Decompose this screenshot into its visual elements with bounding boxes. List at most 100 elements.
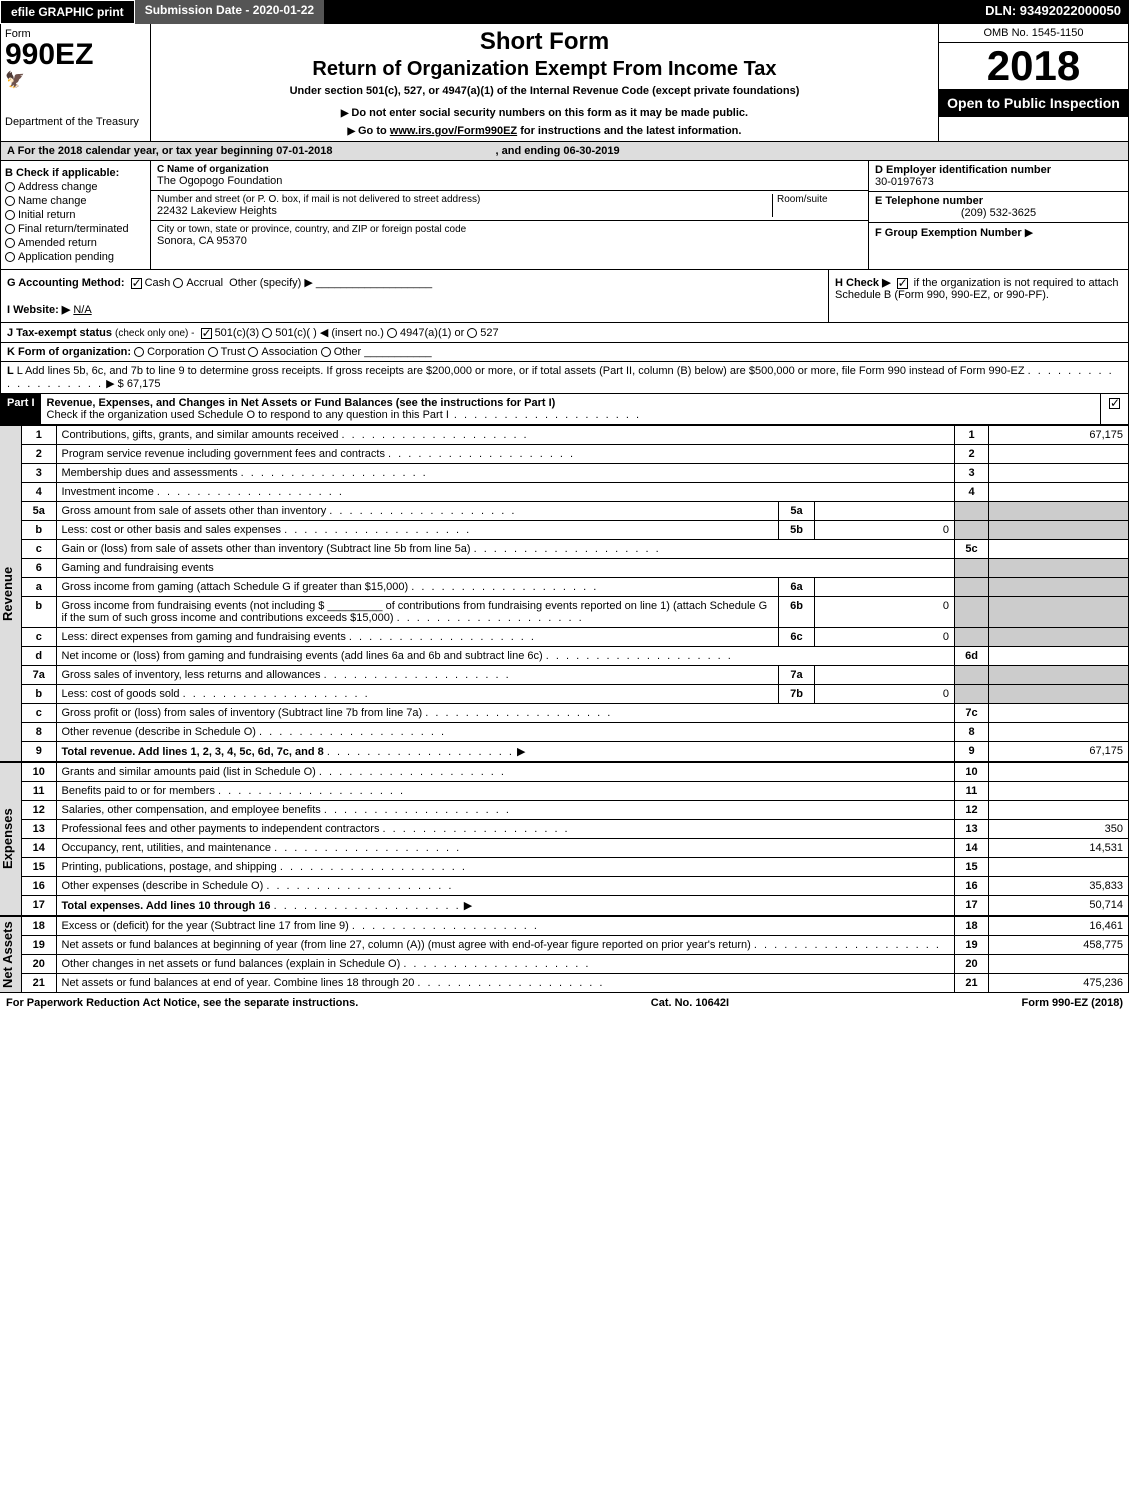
box-b-title: B Check if applicable: — [5, 167, 146, 179]
chk-501c3[interactable] — [201, 328, 212, 339]
line-row: 3Membership dues and assessments 3 — [22, 464, 1129, 483]
line-row: 8Other revenue (describe in Schedule O) … — [22, 723, 1129, 742]
line-row: bGross income from fundraising events (n… — [22, 597, 1129, 628]
part1-header: Part I Revenue, Expenses, and Changes in… — [0, 394, 1129, 425]
chk-amended[interactable]: Amended return — [5, 237, 146, 249]
line-row: 9Total revenue. Add lines 1, 2, 3, 4, 5c… — [22, 742, 1129, 762]
submission-date: Submission Date - 2020-01-22 — [135, 0, 324, 24]
chk-assoc[interactable] — [248, 347, 258, 357]
city-state-zip: Sonora, CA 95370 — [157, 235, 862, 247]
chk-name[interactable]: Name change — [5, 195, 146, 207]
chk-h[interactable] — [897, 278, 908, 289]
chk-trust[interactable] — [208, 347, 218, 357]
chk-corp[interactable] — [134, 347, 144, 357]
group-label: F Group Exemption Number — [875, 227, 1022, 239]
footer-center: Cat. No. 10642I — [651, 997, 729, 1009]
i-label: I Website: ▶ — [7, 304, 70, 316]
ein-value: 30-0197673 — [875, 176, 934, 188]
tax-year: 2018 — [939, 43, 1128, 89]
line-row: 12Salaries, other compensation, and empl… — [22, 801, 1129, 820]
netassets-section: Net Assets 18Excess or (deficit) for the… — [0, 916, 1129, 993]
dept-treasury: Department of the Treasury — [5, 116, 146, 128]
chk-4947[interactable] — [387, 328, 397, 338]
chk-other[interactable] — [321, 347, 331, 357]
line-row: 20Other changes in net assets or fund ba… — [22, 955, 1129, 974]
phone-value: (209) 532-3625 — [875, 207, 1122, 219]
chk-527[interactable] — [467, 328, 477, 338]
city-label: City or town, state or province, country… — [157, 224, 862, 235]
line-row: 1Contributions, gifts, grants, and simil… — [22, 426, 1129, 445]
line-row: 14Occupancy, rent, utilities, and mainte… — [22, 839, 1129, 858]
goto-link[interactable]: www.irs.gov/Form990EZ — [390, 125, 517, 137]
page-footer: For Paperwork Reduction Act Notice, see … — [0, 993, 1129, 1013]
org-name-label: C Name of organization — [157, 164, 862, 175]
efile-print-button[interactable]: efile GRAPHIC print — [0, 0, 135, 24]
expenses-section: Expenses 10Grants and similar amounts pa… — [0, 762, 1129, 916]
part1-check-text: Check if the organization used Schedule … — [47, 409, 449, 421]
line-row: dNet income or (loss) from gaming and fu… — [22, 647, 1129, 666]
netassets-table: 18Excess or (deficit) for the year (Subt… — [22, 916, 1129, 993]
chk-address[interactable]: Address change — [5, 181, 146, 193]
chk-accrual[interactable] — [173, 278, 183, 288]
open-public: Open to Public Inspection — [939, 89, 1128, 117]
header-center: Short Form Return of Organization Exempt… — [151, 24, 938, 141]
header-left: Form 990EZ 🦅 Department of the Treasury — [1, 24, 151, 141]
group-arrow: ▶ — [1025, 227, 1033, 239]
ein-label: D Employer identification number — [875, 164, 1051, 176]
line-row: 18Excess or (deficit) for the year (Subt… — [22, 917, 1129, 936]
phone-label: E Telephone number — [875, 195, 983, 207]
line-row: 4Investment income 4 — [22, 483, 1129, 502]
l-value: $ 67,175 — [118, 378, 161, 390]
footer-left: For Paperwork Reduction Act Notice, see … — [6, 997, 358, 1009]
eagle-icon: 🦅 — [5, 70, 146, 90]
line-row: aGross income from gaming (attach Schedu… — [22, 578, 1129, 597]
line-row: 21Net assets or fund balances at end of … — [22, 974, 1129, 993]
box-c: C Name of organization The Ogopogo Found… — [151, 161, 868, 269]
chk-501c[interactable] — [262, 328, 272, 338]
entity-block: B Check if applicable: Address change Na… — [0, 161, 1129, 270]
dln-number: DLN: 93492022000050 — [977, 0, 1129, 24]
omb-number: OMB No. 1545-1150 — [939, 24, 1128, 43]
chk-pending[interactable]: Application pending — [5, 251, 146, 263]
top-bar: efile GRAPHIC print Submission Date - 20… — [0, 0, 1129, 24]
form-number: 990EZ — [5, 40, 146, 70]
period-begin: A For the 2018 calendar year, or tax yea… — [7, 145, 332, 157]
line-row: cGross profit or (loss) from sales of in… — [22, 704, 1129, 723]
l-arrow: ▶ — [106, 378, 114, 390]
chk-initial[interactable]: Initial return — [5, 209, 146, 221]
ssn-warning: Do not enter social security numbers on … — [157, 107, 932, 119]
box-b: B Check if applicable: Address change Na… — [1, 161, 151, 269]
g-label: G Accounting Method: — [7, 277, 125, 289]
chk-part1-schedO[interactable] — [1109, 398, 1120, 409]
subtitle: Under section 501(c), 527, or 4947(a)(1)… — [157, 85, 932, 97]
room-label: Room/suite — [777, 194, 862, 205]
footer-right: Form 990-EZ (2018) — [1022, 997, 1123, 1009]
line-row: 16Other expenses (describe in Schedule O… — [22, 877, 1129, 896]
netassets-side-label: Net Assets — [0, 916, 22, 993]
box-k: K Form of organization: Corporation Trus… — [0, 343, 1129, 362]
website-value: N/A — [73, 304, 91, 316]
expenses-table: 10Grants and similar amounts paid (list … — [22, 762, 1129, 916]
return-title: Return of Organization Exempt From Incom… — [157, 58, 932, 81]
period-row: A For the 2018 calendar year, or tax yea… — [0, 142, 1129, 161]
short-form-title: Short Form — [157, 28, 932, 56]
box-j: J Tax-exempt status (check only one) - 5… — [0, 323, 1129, 343]
revenue-table: 1Contributions, gifts, grants, and simil… — [22, 425, 1129, 762]
line-row: 13Professional fees and other payments t… — [22, 820, 1129, 839]
line-row: 6Gaming and fundraising events — [22, 559, 1129, 578]
box-g: G Accounting Method: Cash Accrual Other … — [1, 270, 828, 322]
line-row: 15Printing, publications, postage, and s… — [22, 858, 1129, 877]
line-row: 17Total expenses. Add lines 10 through 1… — [22, 896, 1129, 916]
l-text: L Add lines 5b, 6c, and 7b to line 9 to … — [17, 365, 1025, 377]
goto-post: for instructions and the latest informat… — [520, 125, 741, 137]
line-row: 19Net assets or fund balances at beginni… — [22, 936, 1129, 955]
chk-final[interactable]: Final return/terminated — [5, 223, 146, 235]
box-h: H Check ▶ if the organization is not req… — [828, 270, 1128, 322]
revenue-section: Revenue 1Contributions, gifts, grants, a… — [0, 425, 1129, 762]
goto-pre: Go to — [358, 125, 390, 137]
part1-title: Revenue, Expenses, and Changes in Net As… — [47, 397, 556, 409]
line-row: bLess: cost or other basis and sales exp… — [22, 521, 1129, 540]
chk-cash[interactable] — [131, 278, 142, 289]
revenue-side-label: Revenue — [0, 425, 22, 762]
period-end: , and ending 06-30-2019 — [496, 145, 620, 157]
